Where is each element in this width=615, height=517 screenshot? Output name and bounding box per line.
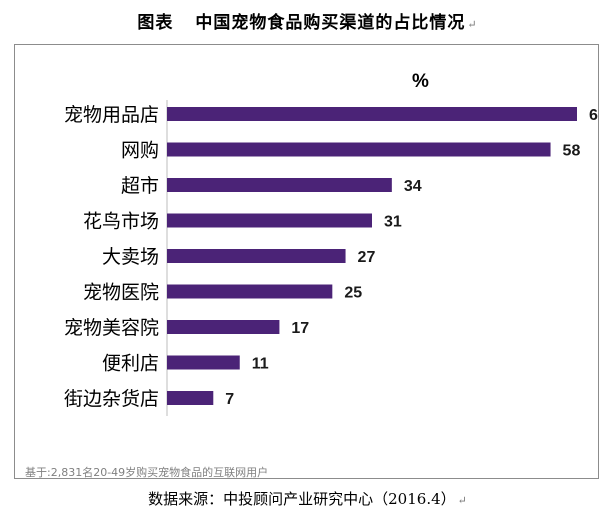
source-caption: 数据来源：中投顾问产业研究中心（2016.4） ↵ (0, 488, 615, 509)
category-label: 便利店 (102, 353, 159, 375)
bar-1 (167, 142, 551, 157)
value-label: 62 (589, 107, 598, 124)
chart-caption: 图表 中国宠物食品购买渠道的占比情况 ↵ (0, 8, 615, 33)
value-label: 31 (384, 214, 402, 231)
bar-0 (167, 107, 577, 121)
paragraph-mark-icon: ↵ (457, 494, 467, 507)
bar-3 (167, 213, 372, 228)
category-label: 宠物医院 (83, 282, 159, 304)
paragraph-mark-icon: ↵ (467, 18, 478, 31)
value-label: 27 (358, 249, 376, 266)
bar-7 (167, 355, 240, 370)
category-label: 宠物美容院 (64, 317, 159, 339)
unit-label: % (412, 71, 429, 92)
value-label: 34 (404, 178, 422, 195)
value-label: 17 (291, 320, 309, 337)
bar-4 (167, 249, 346, 263)
value-label: 7 (225, 391, 234, 408)
category-label: 宠物用品店 (64, 104, 159, 126)
category-label: 大卖场 (102, 246, 159, 268)
bar-6 (167, 320, 280, 334)
source-text: 数据来源：中投顾问产业研究中心（2016.4） (148, 490, 456, 508)
chart-frame: % 宠物用品店 62 网购 58 超市 34 花鸟市场 31 大卖场 27 宠物医院 25 宠物美容院 1… (14, 44, 599, 479)
category-label: 街边杂货店 (64, 388, 159, 410)
bar-2 (167, 178, 392, 192)
value-label: 58 (563, 143, 581, 160)
bar-5 (167, 284, 333, 299)
category-label: 超市 (121, 175, 159, 197)
caption-title: 中国宠物食品购买渠道的占比情况 (195, 13, 466, 33)
footnote: 基于:2,831名20-49岁购买宠物食品的互联网用户 (25, 466, 269, 479)
bar-chart: 宠物用品店 62 网购 58 超市 34 花鸟市场 31 大卖场 27 宠物医院 25 宠物美容院 17 便… (64, 100, 598, 416)
caption-label: 图表 (137, 13, 174, 33)
bar-8 (167, 391, 214, 405)
value-label: 25 (344, 285, 362, 302)
value-label: 11 (252, 356, 269, 373)
category-label: 花鸟市场 (83, 211, 159, 233)
category-label: 网购 (121, 140, 159, 162)
